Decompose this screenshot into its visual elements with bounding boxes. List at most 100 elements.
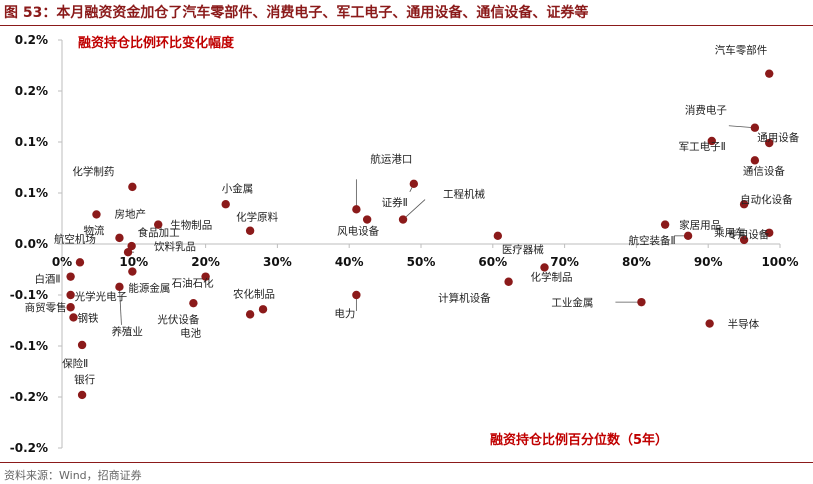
data-point [69, 313, 78, 322]
data-point [739, 235, 749, 245]
x-tick-label: 20% [191, 255, 220, 269]
data-point [123, 247, 133, 257]
data-point [362, 215, 372, 224]
leader-line [119, 286, 122, 325]
y-tick-label: 0.1% [15, 186, 48, 200]
data-point [750, 123, 760, 132]
data-point [128, 267, 137, 276]
point-label: 光学光电子 [75, 290, 128, 303]
data-point [765, 69, 774, 78]
y-tick-label: 0.1% [15, 135, 48, 149]
point-label: 化学原料 [236, 211, 278, 224]
y-tick-label: 0.0% [15, 237, 48, 251]
point-label: 电池 [180, 326, 201, 339]
point-label: 化学制药 [72, 165, 114, 178]
figure-title: 图 53：本月融资资金加仓了汽车零部件、消费电子、军工电子、通用设备、通信设备、… [4, 5, 589, 21]
point-label: 医疗器械 [502, 243, 544, 256]
data-point [127, 241, 136, 251]
data-point [258, 305, 268, 314]
point-label: 电力 [334, 307, 355, 320]
data-point [705, 319, 714, 328]
y-tick-label: -0.1% [10, 339, 48, 353]
point-label: 食品加工 [138, 226, 180, 239]
data-point [739, 200, 749, 209]
data-point [189, 298, 198, 308]
data-points [66, 69, 774, 400]
point-label: 工程机械 [443, 188, 485, 201]
point-label: 化学制品 [530, 270, 572, 283]
point-label: 饮料乳品 [154, 240, 196, 253]
point-label: 专用设备 [727, 228, 769, 241]
data-point [707, 136, 716, 146]
point-label: 钢铁 [77, 311, 98, 324]
point-label: 消费电子 [685, 104, 727, 117]
data-point [352, 290, 361, 300]
point-label: 房地产 [114, 207, 145, 220]
x-tick-label: 50% [407, 255, 436, 269]
point-label: 通用设备 [757, 131, 799, 144]
point-label: 工业金属 [551, 296, 593, 309]
data-point [66, 272, 75, 281]
point-label: 风电设备 [337, 225, 379, 238]
x-annotation: 融资持仓比例百分位数（5年） [490, 432, 668, 448]
data-point [245, 310, 255, 319]
point-label: 能源金属 [128, 282, 170, 295]
x-tick-label: 60% [478, 255, 507, 269]
point-label: 航空机场 [54, 232, 96, 245]
leader-line [402, 199, 426, 220]
data-point [637, 297, 646, 307]
source-divider [0, 462, 813, 463]
x-tick-label: 30% [263, 255, 292, 269]
x-tick-label: 70% [550, 255, 579, 269]
point-label: 家居用品 [679, 219, 721, 232]
point-label: 养殖业 [111, 325, 143, 338]
y-tick-label: -0.1% [10, 288, 48, 302]
point-label: 石油石化 [172, 277, 214, 290]
x-tick-label: 40% [335, 255, 364, 269]
data-point [398, 215, 408, 224]
point-label: 证券Ⅱ [382, 196, 408, 209]
point-label: 军工电子Ⅱ [679, 140, 726, 153]
source-note: 资料来源：Wind，招商证券 [4, 469, 142, 482]
data-point [201, 272, 210, 281]
y-annotation: 融资持仓比例环比变化幅度 [78, 35, 235, 51]
x-tick-label: 90% [694, 255, 723, 269]
data-point [540, 263, 549, 272]
point-label: 商贸零售 [25, 301, 67, 314]
point-label: 航空装备Ⅱ [629, 234, 676, 247]
point-label: 物流 [83, 224, 104, 237]
point-label: 白酒Ⅱ [34, 273, 60, 286]
point-label: 半导体 [728, 318, 760, 331]
data-point [115, 282, 124, 292]
point-label: 通信设备 [743, 164, 785, 177]
data-point [750, 156, 760, 165]
data-point [409, 179, 419, 189]
data-point [504, 277, 513, 286]
chart-axes: 0.2% 0.2% 0.1% 0.1% 0.0% -0.1% -0.1% -0.2% -0.2%… [10, 33, 799, 455]
y-tick-label: 0.2% [15, 33, 48, 47]
x-tick-label: 10% [119, 255, 148, 269]
data-point [128, 182, 137, 192]
point-label: 保险Ⅱ [62, 357, 88, 370]
data-point [92, 210, 101, 219]
point-label: 计算机设备 [438, 292, 491, 305]
data-point [77, 390, 87, 400]
data-point [352, 205, 361, 214]
data-point [765, 138, 774, 148]
point-label: 航运港口 [370, 152, 412, 165]
data-point [493, 231, 503, 241]
leader-line [728, 125, 755, 129]
point-label: 汽车零部件 [715, 44, 768, 57]
data-point [75, 258, 85, 267]
title-divider [0, 25, 813, 26]
data-point [115, 233, 124, 243]
data-point [221, 200, 230, 209]
point-label: 银行 [74, 373, 95, 386]
leader-lines [119, 125, 770, 325]
data-point [154, 220, 163, 229]
data-point [66, 290, 75, 300]
point-label: 农化制品 [233, 287, 275, 300]
point-label: 生物制品 [170, 219, 212, 232]
